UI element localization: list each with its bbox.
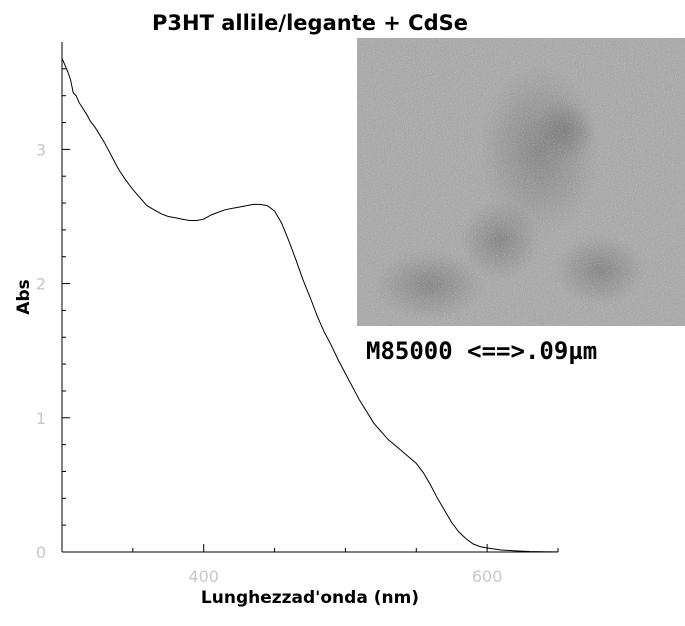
tem-micrograph-inset bbox=[357, 38, 685, 326]
x-tick-label: 600 bbox=[472, 567, 503, 586]
x-axis-label: Lunghezzad'onda (nm) bbox=[201, 588, 419, 608]
axes bbox=[61, 42, 558, 553]
series-line bbox=[61, 57, 559, 553]
y-tick-label: 1 bbox=[36, 409, 46, 428]
y-axis-label: Abs bbox=[14, 279, 34, 314]
ticks: 400 600 0 1 2 3 bbox=[36, 68, 559, 586]
y-tick-label: 0 bbox=[36, 543, 46, 562]
y-tick-label: 2 bbox=[36, 275, 46, 294]
x-tick-label: 400 bbox=[188, 567, 219, 586]
y-tick-label: 3 bbox=[36, 140, 46, 159]
inset-scale-caption: M85000 <==>.09µm bbox=[366, 337, 597, 365]
chart-title: P3HT allile/legante + CdSe bbox=[152, 11, 468, 35]
